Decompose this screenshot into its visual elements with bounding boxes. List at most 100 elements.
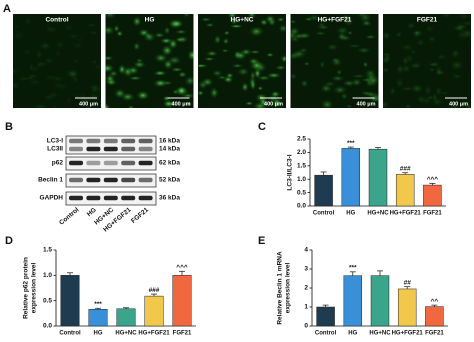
cell: [325, 43, 340, 52]
cell: [356, 46, 372, 54]
panel-letter: D: [5, 235, 13, 247]
cell: [460, 27, 471, 40]
cells: [198, 14, 286, 108]
cell: [362, 61, 369, 68]
y-axis-label: LC3-II/LC3-I: [287, 154, 294, 190]
significance: ^^^: [427, 175, 439, 183]
cell: [43, 73, 58, 81]
cell: [86, 23, 98, 28]
error-bar: [429, 183, 436, 186]
cell: [233, 50, 248, 61]
bar: [116, 308, 136, 327]
blot-frame: [65, 156, 157, 171]
cell: [350, 74, 367, 79]
lane-label: HG: [86, 206, 98, 218]
cell: [152, 78, 168, 88]
cell: [13, 29, 26, 42]
cell: [13, 14, 19, 17]
x-tick-label: FGF21: [423, 211, 442, 217]
cell: [105, 102, 111, 108]
cell: [72, 58, 80, 64]
cell: [225, 72, 235, 79]
cell: [236, 67, 250, 77]
cell: [174, 29, 188, 35]
panel-letter: A: [3, 3, 11, 15]
cell: [435, 85, 443, 97]
cell: [270, 90, 281, 98]
cell: [172, 88, 179, 95]
cell: [355, 14, 369, 18]
scale-label: 400 μm: [264, 101, 283, 107]
cell: [276, 16, 285, 23]
cell: [211, 69, 224, 77]
scale-label: 400 μm: [172, 101, 191, 107]
bar: [314, 174, 333, 207]
y-tick-label: 1: [304, 304, 308, 311]
blot-size-label: 16 kDa: [159, 138, 180, 145]
cell: [335, 25, 350, 36]
cell: [45, 25, 59, 34]
cell: [258, 96, 268, 108]
cell: [198, 90, 205, 96]
x-tick-label: HG: [94, 331, 103, 337]
cell: [170, 67, 184, 73]
cell: [209, 86, 219, 99]
cell: [137, 28, 151, 38]
cell: [265, 52, 275, 58]
x-tick-label: HG+NC: [367, 211, 389, 217]
cell: [271, 97, 283, 108]
cell: [264, 14, 276, 24]
image-label: FGF21: [417, 17, 438, 24]
cell: [332, 85, 348, 95]
error-bar: [347, 146, 354, 149]
cell: [316, 24, 331, 31]
cell: [198, 63, 209, 68]
cell: [290, 19, 297, 24]
cell: [442, 14, 452, 20]
cell: [330, 75, 345, 82]
cell: [303, 61, 311, 66]
cell: [105, 55, 114, 61]
cell: [152, 70, 168, 77]
x-tick-label: FGF21: [173, 331, 192, 337]
cell: [351, 77, 363, 87]
cell: [43, 56, 55, 65]
blot-row-label: GAPDH: [40, 195, 64, 202]
x-tick-label: HG: [346, 211, 355, 217]
blot-band: [69, 138, 83, 144]
y-tick-label: 0.0: [297, 203, 306, 210]
y-tick-label: 3: [304, 266, 308, 273]
cells: [13, 14, 101, 108]
cell: [410, 84, 425, 94]
lane-label: FGF21: [130, 206, 150, 225]
panel-letter: C: [258, 121, 266, 133]
cell: [383, 52, 393, 57]
blot-band: [86, 146, 101, 152]
significance: ***: [94, 301, 102, 308]
significance: ###: [149, 287, 160, 294]
bar: [343, 275, 363, 327]
cell: [303, 16, 314, 22]
cell: [410, 28, 425, 39]
significance: ***: [347, 140, 355, 147]
y-axis-label: Relative p62 protein: [23, 257, 30, 319]
cell: [71, 41, 85, 50]
cells: [383, 14, 471, 108]
x-tick-label: Control: [315, 331, 337, 337]
image-label: Control: [45, 17, 68, 24]
bar: [425, 306, 444, 327]
blot-band: [69, 160, 83, 166]
x-tick-label: HG+FGF21: [138, 331, 170, 337]
blot-size-label: 36 kDa: [159, 195, 180, 202]
cell: [399, 86, 416, 92]
cell: [113, 88, 127, 99]
blot-band: [121, 160, 136, 166]
cell: [23, 16, 33, 26]
cell: [450, 73, 464, 80]
blot-band: [138, 177, 153, 183]
y-tick-label: 2.5: [297, 136, 306, 143]
cell: [205, 50, 219, 57]
cell: [127, 105, 135, 108]
cell: [23, 48, 32, 56]
